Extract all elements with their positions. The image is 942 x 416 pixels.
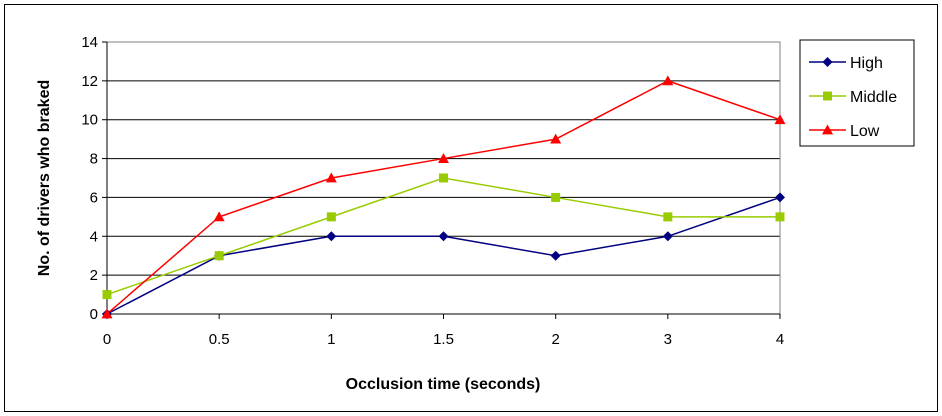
data-point-middle [102,290,112,300]
legend-label-middle: Middle [850,89,897,106]
x-axis-ticks: 0 0.5 1 1.5 2 3 4 [103,314,784,348]
data-point-high [662,231,673,242]
x-tick-label: 4 [776,331,784,348]
legend-label-low: Low [850,123,880,140]
data-point-middle [214,251,224,261]
data-point-middle [663,212,673,222]
legend-box [799,39,915,147]
x-tick-label: 0.5 [209,331,230,348]
data-point-high [775,192,785,203]
y-tick-label: 0 [90,306,98,323]
x-tick-label: 1.5 [433,331,454,348]
data-point-low [662,75,674,86]
data-point-high [438,231,449,242]
legend-items: High Middle Low [809,55,897,140]
y-tick-label: 14 [81,34,98,51]
y-tick-label: 10 [81,112,98,129]
data-point-middle [775,212,785,222]
data-point-low [101,308,113,319]
legend-marker-low [822,124,833,135]
legend-marker-high [822,57,833,67]
legend-label-high: High [850,55,883,72]
data-point-low [550,133,562,144]
data-point-middle [551,192,561,202]
series-line-high [106,196,781,315]
x-tick-label: 3 [664,331,672,348]
x-tick-label: 2 [551,331,559,348]
data-point-low [438,153,449,163]
x-tick-label: 1 [327,331,335,348]
data-point-low [325,172,337,183]
y-tick-label: 2 [90,267,98,284]
series-markers [101,75,786,319]
data-point-low [774,114,786,125]
y-tick-label: 6 [90,189,98,206]
y-tick-label: 8 [90,151,98,168]
data-point-low [213,211,225,222]
data-point-high [550,250,561,261]
y-axis-title: No. of drivers who braked [36,80,53,276]
x-tick-label: 0 [103,331,111,348]
legend-marker-middle [823,91,832,101]
y-tick-label: 12 [81,73,98,90]
x-axis-title: Occlusion time (seconds) [346,376,541,393]
data-point-middle [326,212,336,222]
y-tick-label: 4 [90,228,98,245]
legend: High Middle Low [799,39,915,147]
y-axis-ticks: 0 2 4 6 8 10 12 14 [81,34,107,323]
data-point-high [326,231,337,242]
chart-frame [4,4,938,412]
data-point-middle [439,173,448,183]
